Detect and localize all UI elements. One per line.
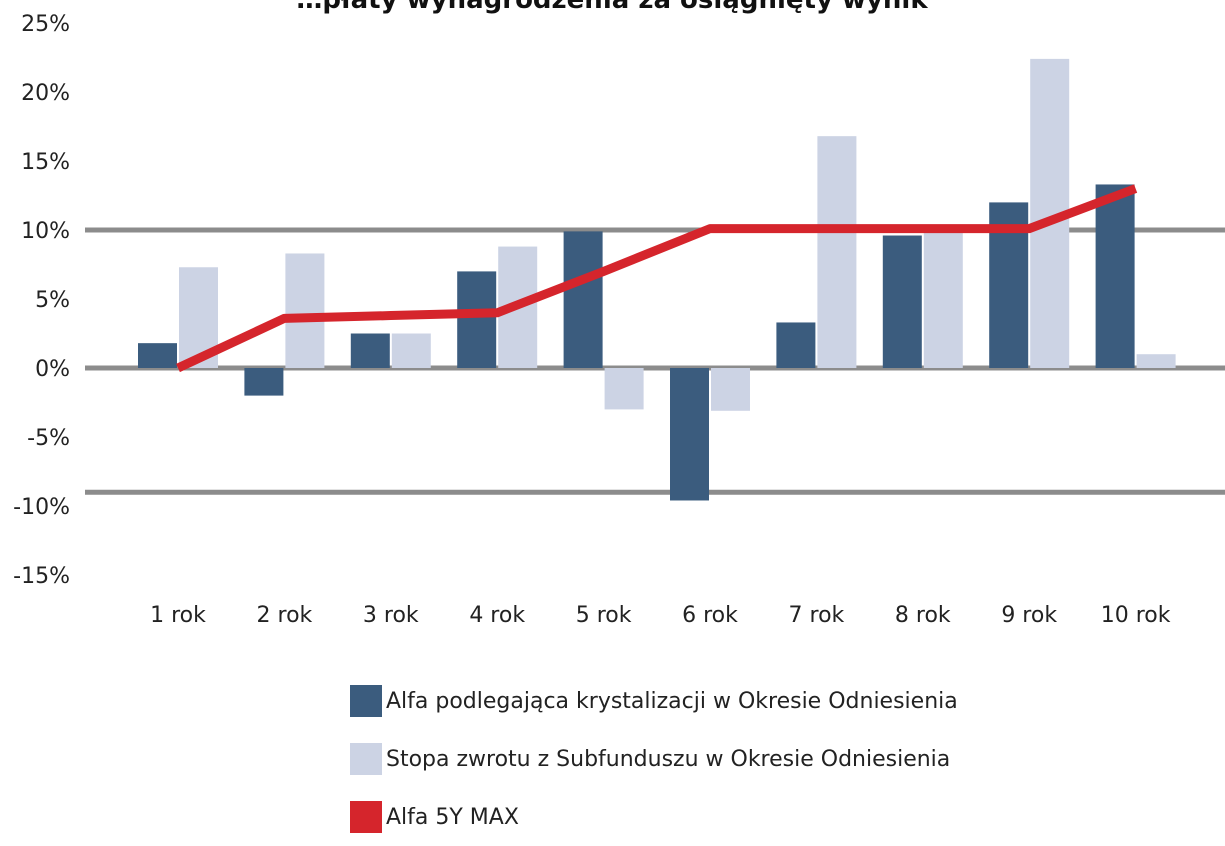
legend-label: Stopa zwrotu z Subfunduszu w Okresie Odn… bbox=[386, 746, 951, 772]
legend-item: Alfa podlegająca krystalizacji w Okresie… bbox=[350, 672, 958, 730]
y-tick-label: 15% bbox=[21, 150, 70, 175]
y-tick-label: -5% bbox=[27, 426, 70, 451]
x-tick-label: 4 rok bbox=[469, 603, 525, 628]
x-tick-label: 1 rok bbox=[150, 603, 206, 628]
legend-item: Stopa zwrotu z Subfunduszu w Okresie Odn… bbox=[350, 730, 958, 788]
bar-alfa-4 bbox=[457, 271, 497, 368]
y-tick-label: -15% bbox=[13, 564, 70, 589]
x-tick-label: 9 rok bbox=[1001, 603, 1057, 628]
bar-alfa-3 bbox=[350, 333, 390, 368]
bar-stopa-zwrotu-5 bbox=[604, 368, 644, 410]
legend-label: Alfa podlegająca krystalizacji w Okresie… bbox=[386, 688, 958, 714]
bar-stopa-zwrotu-10 bbox=[1136, 354, 1176, 368]
x-tick-label: 10 rok bbox=[1101, 603, 1171, 628]
bar-alfa-8 bbox=[882, 235, 922, 368]
y-tick-label: -10% bbox=[13, 495, 70, 520]
x-tick-label: 5 rok bbox=[576, 603, 632, 628]
bar-stopa-zwrotu-3 bbox=[391, 333, 431, 368]
legend-item: Alfa 5Y MAX bbox=[350, 788, 958, 846]
legend-swatch bbox=[350, 685, 382, 717]
y-axis: 25% 20% 15% 10% 5% 0% -5% -10% -15% bbox=[13, 12, 70, 589]
bar-stopa-zwrotu-6 bbox=[711, 368, 750, 411]
bar-alfa-1 bbox=[138, 343, 177, 368]
bar-stopa-zwrotu-7 bbox=[817, 136, 857, 368]
x-tick-label: 7 rok bbox=[789, 603, 845, 628]
bar-alfa-6 bbox=[670, 368, 709, 501]
legend: Alfa podlegająca krystalizacji w Okresie… bbox=[350, 672, 958, 846]
legend-swatch bbox=[350, 801, 382, 833]
chart-title: …płaty wynagrodzenia za osiągnięty wynik bbox=[296, 0, 928, 15]
y-tick-label: 5% bbox=[35, 288, 70, 313]
bar-alfa-5 bbox=[563, 231, 603, 368]
bar-alfa-7 bbox=[776, 322, 816, 368]
x-axis: 1 rok 2 rok 3 rok 4 rok 5 rok 6 rok 7 rok 8 rok… bbox=[150, 603, 1171, 628]
y-tick-label: 10% bbox=[21, 219, 70, 244]
x-tick-label: 8 rok bbox=[895, 603, 951, 628]
legend-swatch bbox=[350, 743, 382, 775]
bar-stopa-zwrotu-2 bbox=[285, 253, 325, 368]
line-layer bbox=[176, 184, 1138, 373]
x-tick-label: 3 rok bbox=[363, 603, 419, 628]
bar-alfa-10 bbox=[1095, 184, 1135, 368]
bar-stopa-zwrotu-8 bbox=[923, 232, 963, 368]
legend-label: Alfa 5Y MAX bbox=[386, 804, 519, 830]
bars bbox=[138, 58, 1176, 501]
chart: …płaty wynagrodzenia za osiągnięty wynik… bbox=[13, 0, 1225, 628]
x-tick-label: 2 rok bbox=[257, 603, 313, 628]
bar-alfa-2 bbox=[244, 368, 284, 396]
x-tick-label: 6 rok bbox=[682, 603, 738, 628]
y-tick-label: 0% bbox=[35, 357, 70, 382]
y-tick-label: 20% bbox=[21, 81, 70, 106]
line-alfa-5y-max bbox=[176, 184, 1138, 373]
y-tick-label: 25% bbox=[21, 12, 70, 37]
